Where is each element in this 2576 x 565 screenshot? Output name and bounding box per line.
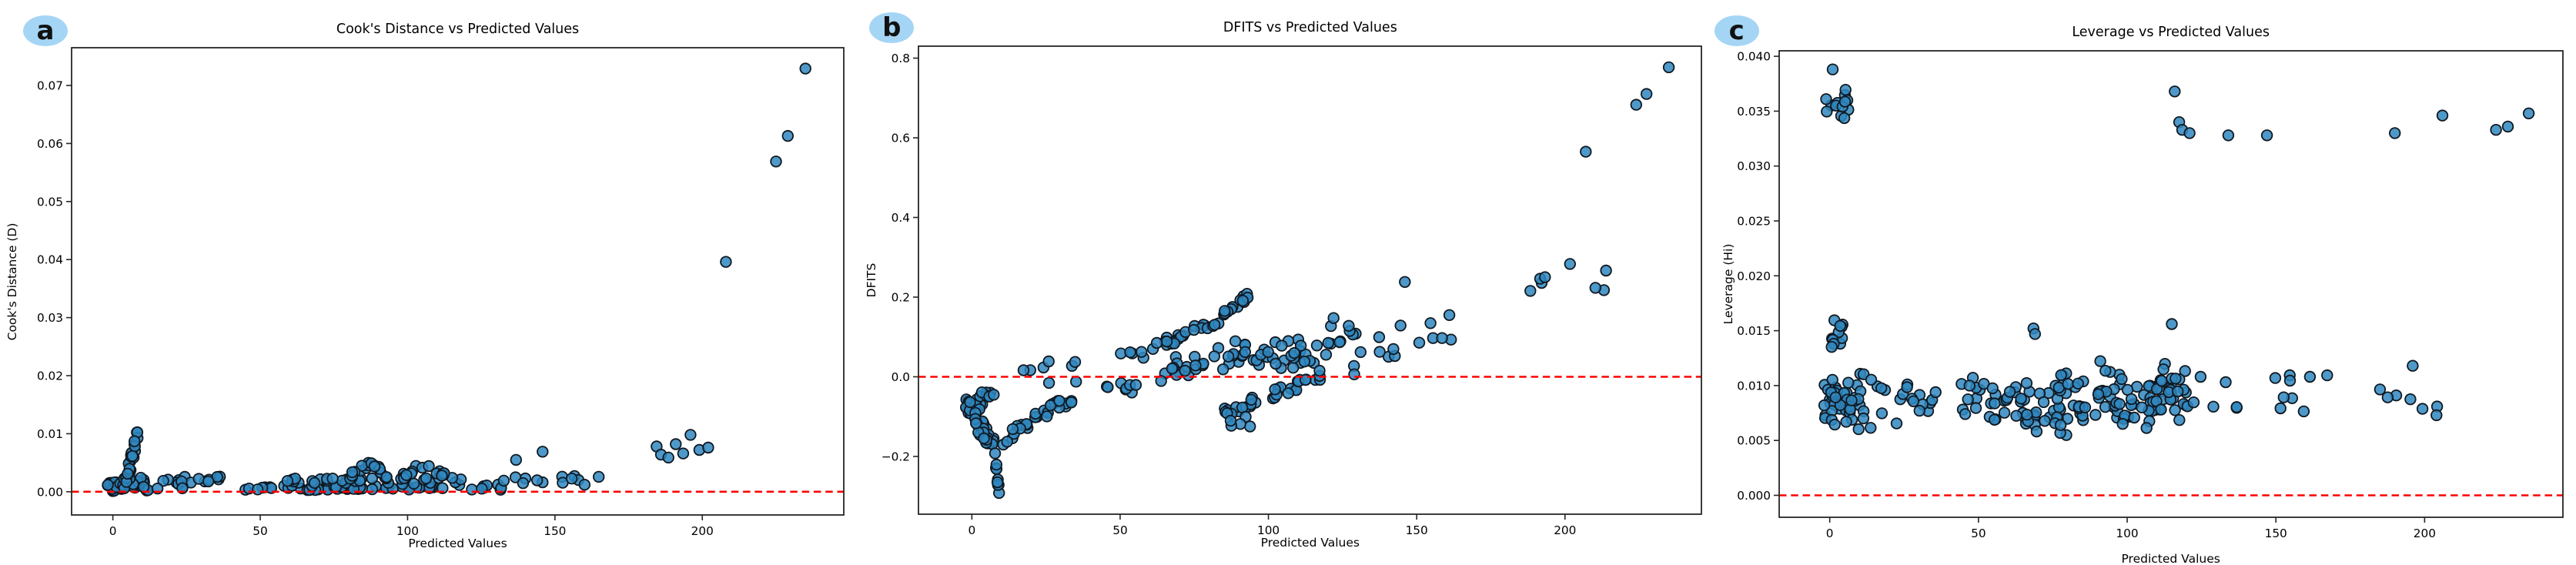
panel-b: 0 50 100 150 200 −0.2 0.0 0.2 0.4 0.6 0.8 b DFITS … (858, 0, 1717, 565)
panel-label-text: b (882, 12, 902, 43)
y-tick-label: −0.2 (882, 450, 910, 463)
y-tick-label: 0.035 (1737, 105, 1771, 119)
y-tick-label: 0.2 (892, 290, 910, 304)
panel-label-badge-b: b (869, 12, 915, 43)
panel-label-badge-c: c (1714, 15, 1759, 46)
chart-title: Leverage vs Predicted Values (2072, 25, 2270, 40)
y-tick-label: 0.07 (37, 79, 63, 93)
y-tick-label: 0.015 (1737, 324, 1771, 338)
x-tick-label: 50 (1971, 527, 1986, 540)
y-tick-label: 0.02 (37, 369, 63, 383)
y-tick-label: 0.4 (892, 211, 910, 225)
panel-label-text: a (36, 15, 55, 46)
x-tick-label: 0 (109, 524, 117, 538)
x-axis-label: Predicted Values (2121, 552, 2220, 565)
y-tick-label: 0.030 (1737, 159, 1771, 173)
y-tick-label: 0.8 (892, 52, 910, 65)
y-tick-label: 0.005 (1737, 434, 1771, 448)
panel-label-badge-a: a (23, 15, 68, 46)
x-tick-label: 200 (691, 524, 714, 538)
y-tick-label: 0.0 (892, 370, 910, 384)
x-tick-label: 100 (2116, 527, 2138, 540)
y-tick-label: 0.03 (37, 311, 63, 325)
y-tick-label: 0.010 (1737, 379, 1771, 393)
x-tick-label: 0 (1825, 527, 1833, 540)
y-tick-label: 0.01 (37, 427, 63, 441)
y-axis-label: DFITS (865, 262, 879, 298)
y-tick-label: 0.05 (37, 195, 63, 209)
x-tick-label: 100 (1257, 523, 1280, 537)
scatter-plot-cooks-distance: 0 50 100 150 200 0.00 0.01 0.02 0.03 0.04 0.05 0.06… (37, 47, 845, 538)
panel-a: 0 50 100 150 200 0.00 0.01 0.02 0.03 0.04 0.05 0.06… (0, 0, 858, 565)
chart-title: DFITS vs Predicted Values (1223, 20, 1397, 35)
x-tick-label: 150 (2264, 527, 2287, 540)
scatter-plot-dfits: 0 50 100 150 200 −0.2 0.0 0.2 0.4 0.6 0.8 (882, 45, 1703, 537)
panel-c: 0 50 100 150 200 0.000 0.005 0.010 0.015 0.020 0.0… (1714, 0, 2576, 565)
y-axis-label: Cook's Distance (D) (5, 222, 19, 341)
chart-title: Cook's Distance vs Predicted Values (336, 22, 580, 37)
scatter-plot-leverage: 0 50 100 150 200 0.000 0.005 0.010 0.015 0.020 0.0… (1737, 50, 2564, 540)
y-tick-label: 0.6 (892, 132, 910, 145)
x-axis-label: Predicted Values (408, 537, 507, 550)
x-tick-label: 200 (2413, 527, 2435, 540)
y-axis-label: Leverage (Hi) (1721, 243, 1735, 325)
x-tick-label: 0 (969, 523, 976, 537)
y-tick-label: 0.06 (37, 137, 63, 151)
y-tick-label: 0.025 (1737, 215, 1771, 229)
x-axis-label: Predicted Values (1260, 536, 1360, 550)
x-tick-label: 200 (1554, 523, 1577, 537)
x-tick-label: 100 (396, 524, 419, 538)
y-tick-label: 0.020 (1737, 269, 1771, 283)
x-tick-label: 50 (1113, 523, 1128, 537)
x-tick-label: 150 (1406, 523, 1428, 537)
x-tick-label: 50 (253, 524, 267, 538)
panel-label-text: c (1728, 15, 1745, 46)
y-tick-label: 0.000 (1737, 489, 1771, 503)
y-tick-label: 0.040 (1737, 50, 1771, 64)
y-tick-label: 0.00 (37, 485, 63, 499)
y-tick-label: 0.04 (37, 253, 63, 267)
x-tick-label: 150 (544, 524, 566, 538)
